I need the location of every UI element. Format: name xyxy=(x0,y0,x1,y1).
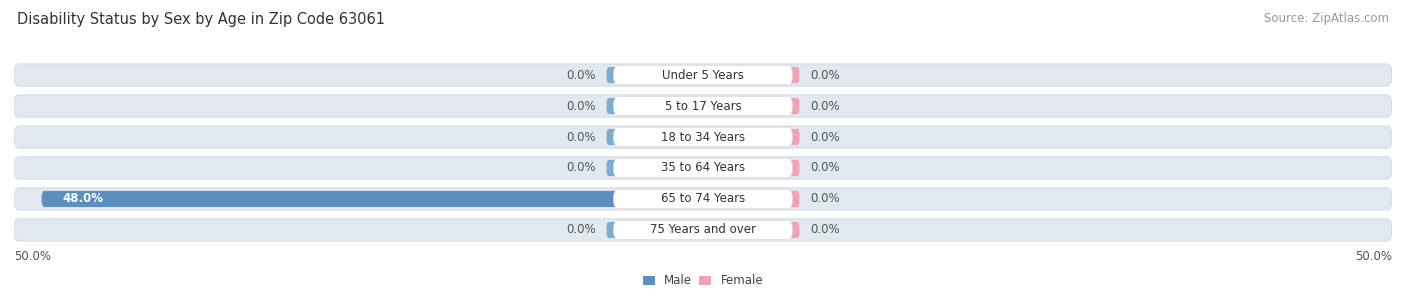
FancyBboxPatch shape xyxy=(703,222,800,238)
Text: 0.0%: 0.0% xyxy=(565,99,596,113)
Text: 48.0%: 48.0% xyxy=(62,192,103,206)
FancyBboxPatch shape xyxy=(703,129,800,145)
Text: 75 Years and over: 75 Years and over xyxy=(650,224,756,236)
FancyBboxPatch shape xyxy=(613,159,793,178)
Text: 0.0%: 0.0% xyxy=(565,224,596,236)
FancyBboxPatch shape xyxy=(613,189,793,208)
FancyBboxPatch shape xyxy=(606,67,703,83)
FancyBboxPatch shape xyxy=(14,219,1392,241)
Text: 50.0%: 50.0% xyxy=(14,250,51,263)
Text: 18 to 34 Years: 18 to 34 Years xyxy=(661,131,745,144)
Text: 0.0%: 0.0% xyxy=(565,131,596,144)
Text: 5 to 17 Years: 5 to 17 Years xyxy=(665,99,741,113)
FancyBboxPatch shape xyxy=(703,98,800,114)
FancyBboxPatch shape xyxy=(14,95,1392,117)
FancyBboxPatch shape xyxy=(613,221,793,239)
FancyBboxPatch shape xyxy=(14,157,1392,179)
FancyBboxPatch shape xyxy=(14,126,1392,148)
FancyBboxPatch shape xyxy=(613,66,793,84)
FancyBboxPatch shape xyxy=(606,98,703,114)
Text: 0.0%: 0.0% xyxy=(810,99,841,113)
Text: 65 to 74 Years: 65 to 74 Years xyxy=(661,192,745,206)
FancyBboxPatch shape xyxy=(613,127,793,146)
FancyBboxPatch shape xyxy=(606,160,703,176)
Legend: Male, Female: Male, Female xyxy=(643,274,763,287)
FancyBboxPatch shape xyxy=(606,222,703,238)
Text: 0.0%: 0.0% xyxy=(810,161,841,174)
Text: 50.0%: 50.0% xyxy=(1355,250,1392,263)
Text: Source: ZipAtlas.com: Source: ZipAtlas.com xyxy=(1264,12,1389,25)
FancyBboxPatch shape xyxy=(606,129,703,145)
FancyBboxPatch shape xyxy=(703,67,800,83)
Text: 0.0%: 0.0% xyxy=(810,69,841,81)
FancyBboxPatch shape xyxy=(14,188,1392,210)
Text: 0.0%: 0.0% xyxy=(810,192,841,206)
Text: 0.0%: 0.0% xyxy=(810,224,841,236)
FancyBboxPatch shape xyxy=(613,97,793,116)
Text: 0.0%: 0.0% xyxy=(565,161,596,174)
Text: 35 to 64 Years: 35 to 64 Years xyxy=(661,161,745,174)
FancyBboxPatch shape xyxy=(703,160,800,176)
FancyBboxPatch shape xyxy=(14,64,1392,86)
Text: 0.0%: 0.0% xyxy=(565,69,596,81)
FancyBboxPatch shape xyxy=(703,191,800,207)
Text: 0.0%: 0.0% xyxy=(810,131,841,144)
Text: Disability Status by Sex by Age in Zip Code 63061: Disability Status by Sex by Age in Zip C… xyxy=(17,12,385,27)
Text: Under 5 Years: Under 5 Years xyxy=(662,69,744,81)
FancyBboxPatch shape xyxy=(42,191,703,207)
